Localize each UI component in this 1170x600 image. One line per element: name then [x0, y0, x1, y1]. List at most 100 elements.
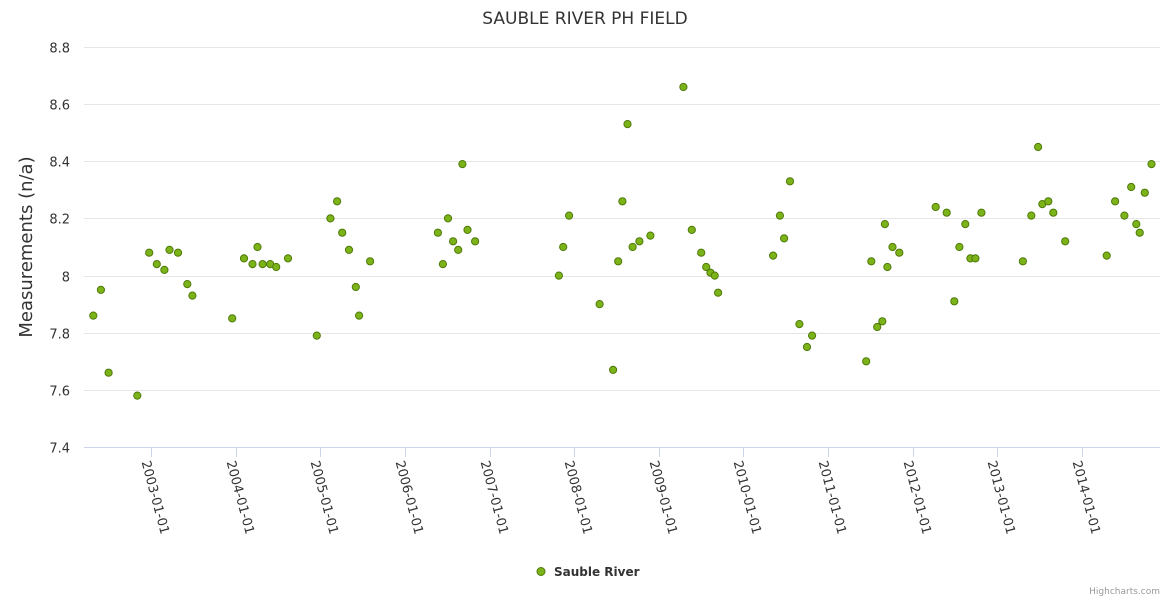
data-point[interactable]	[228, 314, 237, 323]
data-point[interactable]	[895, 248, 904, 257]
data-point[interactable]	[1102, 251, 1111, 260]
y-tick-label: 8.2	[49, 213, 70, 228]
data-point[interactable]	[595, 300, 604, 309]
legend[interactable]: Sauble River	[536, 565, 640, 579]
data-point[interactable]	[646, 231, 655, 240]
data-point[interactable]	[173, 248, 183, 257]
data-point[interactable]	[977, 208, 986, 217]
data-point[interactable]	[628, 242, 637, 252]
data-point[interactable]	[366, 257, 375, 266]
series-sauble-river[interactable]	[89, 82, 1156, 400]
data-point[interactable]	[862, 357, 871, 366]
data-point[interactable]	[463, 225, 472, 234]
data-point[interactable]	[878, 317, 887, 326]
data-point[interactable]	[961, 220, 970, 229]
data-point[interactable]	[942, 208, 951, 217]
data-point[interactable]	[133, 391, 142, 400]
data-point[interactable]	[145, 248, 154, 257]
data-point[interactable]	[614, 257, 623, 266]
data-point[interactable]	[554, 271, 564, 280]
data-point[interactable]	[1132, 220, 1141, 229]
data-point[interactable]	[438, 260, 447, 269]
data-point[interactable]	[454, 245, 463, 254]
data-point[interactable]	[283, 254, 293, 263]
data-point[interactable]	[609, 365, 618, 374]
data-point[interactable]	[1018, 257, 1028, 266]
data-point[interactable]	[1034, 142, 1043, 152]
data-point[interactable]	[802, 342, 812, 352]
legend-marker-icon[interactable]	[536, 567, 546, 576]
data-point[interactable]	[326, 214, 335, 223]
data-point[interactable]	[344, 245, 354, 254]
data-point[interactable]	[471, 237, 480, 246]
y-tick-label: 8.8	[49, 42, 70, 57]
data-point[interactable]	[104, 368, 113, 377]
y-tick-label: 7.6	[49, 385, 70, 400]
data-point[interactable]	[338, 228, 347, 237]
data-point[interactable]	[458, 160, 467, 169]
y-gridlines	[84, 47, 1160, 391]
data-point[interactable]	[1127, 182, 1136, 192]
data-point[interactable]	[355, 311, 364, 320]
data-point[interactable]	[1027, 211, 1036, 220]
data-point[interactable]	[785, 177, 795, 186]
data-point[interactable]	[679, 82, 688, 92]
data-point[interactable]	[248, 260, 257, 269]
data-point[interactable]	[96, 285, 106, 294]
data-point[interactable]	[714, 288, 723, 297]
data-point[interactable]	[253, 242, 262, 252]
data-point[interactable]	[769, 251, 778, 260]
data-point[interactable]	[152, 260, 161, 269]
data-point[interactable]	[433, 228, 442, 237]
data-point[interactable]	[1135, 228, 1144, 237]
data-point[interactable]	[312, 331, 321, 340]
data-point[interactable]	[1044, 197, 1053, 206]
data-point[interactable]	[183, 280, 192, 289]
data-point[interactable]	[1049, 208, 1058, 217]
data-point[interactable]	[333, 197, 342, 206]
data-point[interactable]	[931, 202, 940, 212]
data-point[interactable]	[239, 254, 249, 263]
data-point[interactable]	[883, 262, 892, 272]
data-point[interactable]	[258, 260, 267, 269]
data-point[interactable]	[702, 262, 711, 272]
data-point[interactable]	[618, 197, 627, 206]
data-point[interactable]	[888, 242, 897, 252]
data-point[interactable]	[188, 291, 197, 300]
data-point[interactable]	[1111, 197, 1120, 206]
data-point[interactable]	[775, 211, 785, 220]
data-point[interactable]	[160, 265, 169, 274]
data-point[interactable]	[697, 248, 706, 257]
data-point[interactable]	[873, 322, 882, 332]
chart-title: SAUBLE RIVER PH FIELD	[482, 9, 687, 29]
data-point[interactable]	[867, 257, 876, 266]
data-point[interactable]	[623, 120, 632, 129]
credits-link[interactable]: Highcharts.com	[1089, 587, 1160, 597]
data-point[interactable]	[880, 220, 890, 229]
data-point[interactable]	[443, 214, 453, 223]
data-point[interactable]	[351, 282, 360, 292]
data-point[interactable]	[955, 242, 964, 252]
data-point[interactable]	[1147, 160, 1156, 169]
data-point[interactable]	[795, 320, 804, 329]
data-point[interactable]	[559, 242, 568, 252]
data-point[interactable]	[89, 311, 98, 320]
legend-item-sauble-river[interactable]: Sauble River	[554, 565, 640, 579]
y-tick-label: 7.4	[49, 442, 70, 457]
data-point[interactable]	[449, 237, 458, 246]
data-point[interactable]	[1120, 211, 1129, 220]
data-point[interactable]	[950, 297, 959, 306]
data-point[interactable]	[710, 271, 719, 280]
data-point[interactable]	[165, 245, 174, 254]
data-point[interactable]	[780, 234, 789, 243]
data-point[interactable]	[565, 211, 574, 220]
data-point[interactable]	[687, 225, 696, 234]
data-point[interactable]	[1140, 188, 1149, 197]
data-point[interactable]	[808, 331, 817, 340]
data-point[interactable]	[1061, 237, 1070, 246]
y-axis-title: Measurements (n/a)	[16, 156, 37, 337]
data-point[interactable]	[272, 262, 281, 272]
data-point[interactable]	[635, 237, 644, 246]
data-point[interactable]	[971, 254, 980, 263]
